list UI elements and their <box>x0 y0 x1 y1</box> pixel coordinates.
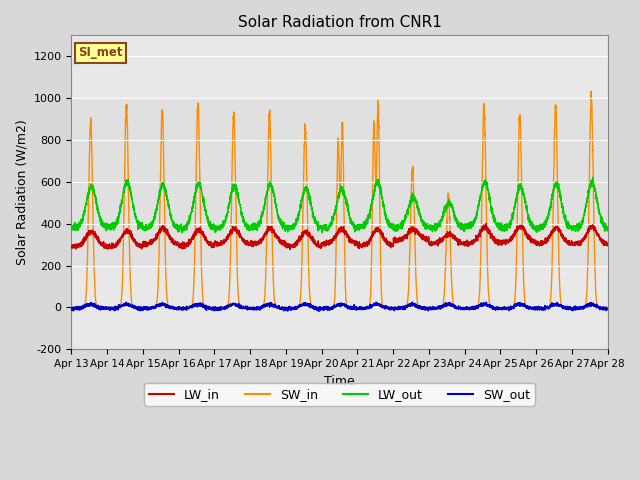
SW_in <box>588 88 595 94</box>
SW_out <box>604 306 611 312</box>
LW_in <box>604 241 611 247</box>
SW_in <box>68 305 76 311</box>
Line: SW_in: SW_in <box>72 91 608 308</box>
SW_out <box>490 305 498 311</box>
SW_out <box>430 306 438 312</box>
SW_in <box>460 305 467 311</box>
Line: SW_out: SW_out <box>72 302 608 311</box>
LW_in <box>430 240 438 246</box>
LW_out <box>604 226 612 232</box>
LW_out <box>589 174 596 180</box>
LW_out <box>430 225 438 230</box>
SW_in <box>604 305 611 311</box>
LW_out <box>318 230 326 236</box>
SW_in <box>164 301 172 307</box>
Line: LW_in: LW_in <box>72 224 608 250</box>
LW_in <box>68 245 76 251</box>
SW_out <box>68 305 76 311</box>
LW_in <box>164 230 172 236</box>
SW_in <box>490 305 498 311</box>
LW_out <box>68 224 76 230</box>
SW_out <box>319 305 327 311</box>
SW_out <box>315 308 323 314</box>
LW_out <box>604 225 611 230</box>
SW_out <box>604 305 612 311</box>
Title: Solar Radiation from CNR1: Solar Radiation from CNR1 <box>237 15 442 30</box>
LW_out <box>460 224 467 229</box>
SW_in <box>430 305 438 311</box>
LW_in <box>460 239 467 245</box>
SW_in <box>319 305 327 311</box>
LW_in <box>483 221 490 227</box>
Y-axis label: Solar Radiation (W/m2): Solar Radiation (W/m2) <box>15 120 28 265</box>
Line: LW_out: LW_out <box>72 177 608 233</box>
SW_in <box>604 305 612 311</box>
LW_in <box>604 241 612 247</box>
Legend: LW_in, SW_in, LW_out, SW_out: LW_in, SW_in, LW_out, SW_out <box>144 383 535 406</box>
LW_out <box>319 223 327 229</box>
LW_in <box>286 247 294 252</box>
LW_out <box>490 216 498 222</box>
LW_out <box>164 197 172 203</box>
Text: SI_met: SI_met <box>78 47 123 60</box>
SW_in <box>318 305 326 311</box>
LW_in <box>490 238 498 244</box>
SW_out <box>460 306 468 312</box>
Bar <box>72 98 608 265</box>
LW_in <box>319 240 327 245</box>
SW_out <box>408 299 416 305</box>
SW_out <box>164 303 172 309</box>
X-axis label: Time: Time <box>324 374 355 388</box>
